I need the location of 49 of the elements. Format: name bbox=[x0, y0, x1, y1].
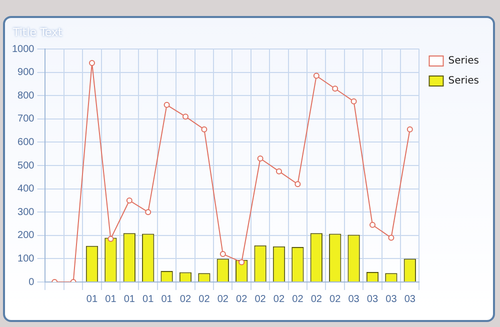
point bbox=[164, 102, 170, 108]
point bbox=[145, 209, 152, 216]
point bbox=[388, 234, 394, 241]
point bbox=[238, 259, 245, 266]
point bbox=[108, 236, 114, 242]
x-tick-label: 02 bbox=[292, 294, 304, 305]
x-tick-label: 03 bbox=[366, 294, 378, 305]
point bbox=[370, 222, 376, 228]
point bbox=[220, 251, 226, 258]
y-tick-label: 900 bbox=[18, 67, 35, 78]
x-tick-label: 02 bbox=[198, 294, 210, 305]
y-tick-label: 0 bbox=[28, 276, 35, 288]
x-tick-label: 02 bbox=[180, 294, 192, 305]
x-tick-label: 02 bbox=[236, 294, 248, 305]
x-tick-label: 02 bbox=[273, 294, 285, 305]
x-tick-label: 02 bbox=[254, 294, 266, 305]
x-tick-label: 01 bbox=[142, 294, 154, 305]
point bbox=[257, 156, 264, 162]
point bbox=[332, 86, 338, 92]
x-tick-label: 01 bbox=[161, 294, 173, 305]
legend-label: Series bbox=[448, 56, 480, 67]
x-tick-label: 03 bbox=[348, 294, 360, 305]
y-tick-label: 300 bbox=[18, 206, 35, 218]
point bbox=[182, 114, 188, 120]
point bbox=[313, 72, 320, 79]
x-tick-label: 02 bbox=[330, 294, 342, 305]
x-tick-label: 01 bbox=[105, 294, 117, 305]
x-tick-label: 03 bbox=[386, 294, 398, 305]
y-tick-label: 500 bbox=[18, 160, 35, 172]
point bbox=[294, 181, 301, 188]
x-tick-label: 02 bbox=[310, 294, 322, 305]
x-tick-label: 01 bbox=[124, 294, 136, 305]
point bbox=[201, 126, 208, 132]
point bbox=[276, 168, 282, 174]
y-tick-label: 400 bbox=[18, 184, 35, 195]
y-tick-label: 700 bbox=[18, 114, 35, 125]
y-tick-label: 100 bbox=[18, 253, 35, 264]
y-tick-label: 600 bbox=[18, 136, 35, 148]
x-tick-label: 01 bbox=[86, 294, 98, 305]
x-tick-label: 03 bbox=[404, 294, 416, 305]
legend-label: Series bbox=[448, 76, 480, 87]
x-tick-label: 02 bbox=[217, 294, 229, 305]
y-tick-label: 1000 bbox=[12, 44, 35, 55]
y-tick-label: 800 bbox=[18, 90, 35, 102]
point bbox=[126, 197, 132, 204]
y-tick-label: 200 bbox=[18, 230, 35, 242]
point bbox=[406, 126, 413, 132]
point bbox=[350, 98, 357, 104]
point bbox=[88, 60, 95, 66]
